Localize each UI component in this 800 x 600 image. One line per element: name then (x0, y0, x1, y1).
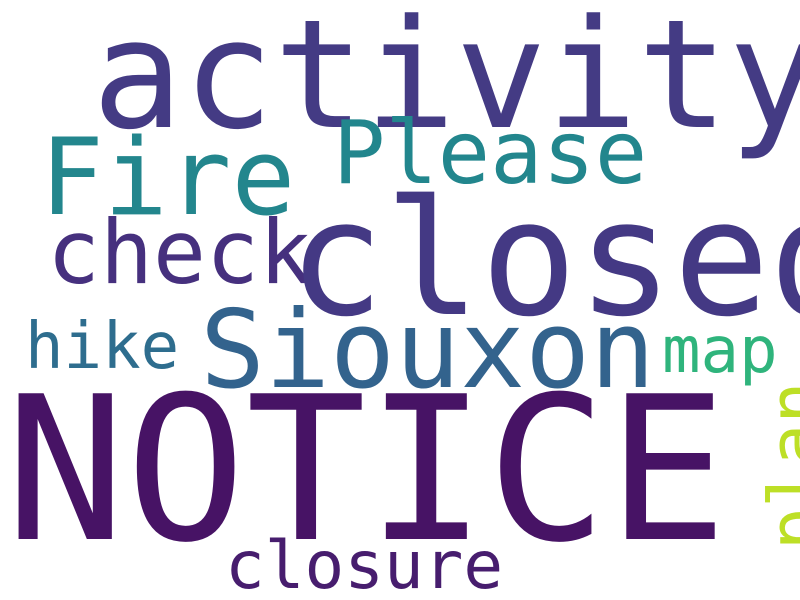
word-activity: activity (92, 0, 800, 163)
word-please: Please (333, 102, 648, 204)
word-siouxon: Siouxon (200, 288, 656, 413)
word-fire: Fire (40, 116, 296, 239)
word-closure: closure (225, 527, 504, 600)
word-map: map (662, 314, 778, 388)
word-closed: closed (288, 165, 800, 352)
word-hike: hike (25, 310, 180, 384)
word-plan: plan (754, 381, 800, 550)
word-notice: NOTICE (5, 354, 728, 587)
word-check: check (47, 201, 312, 304)
